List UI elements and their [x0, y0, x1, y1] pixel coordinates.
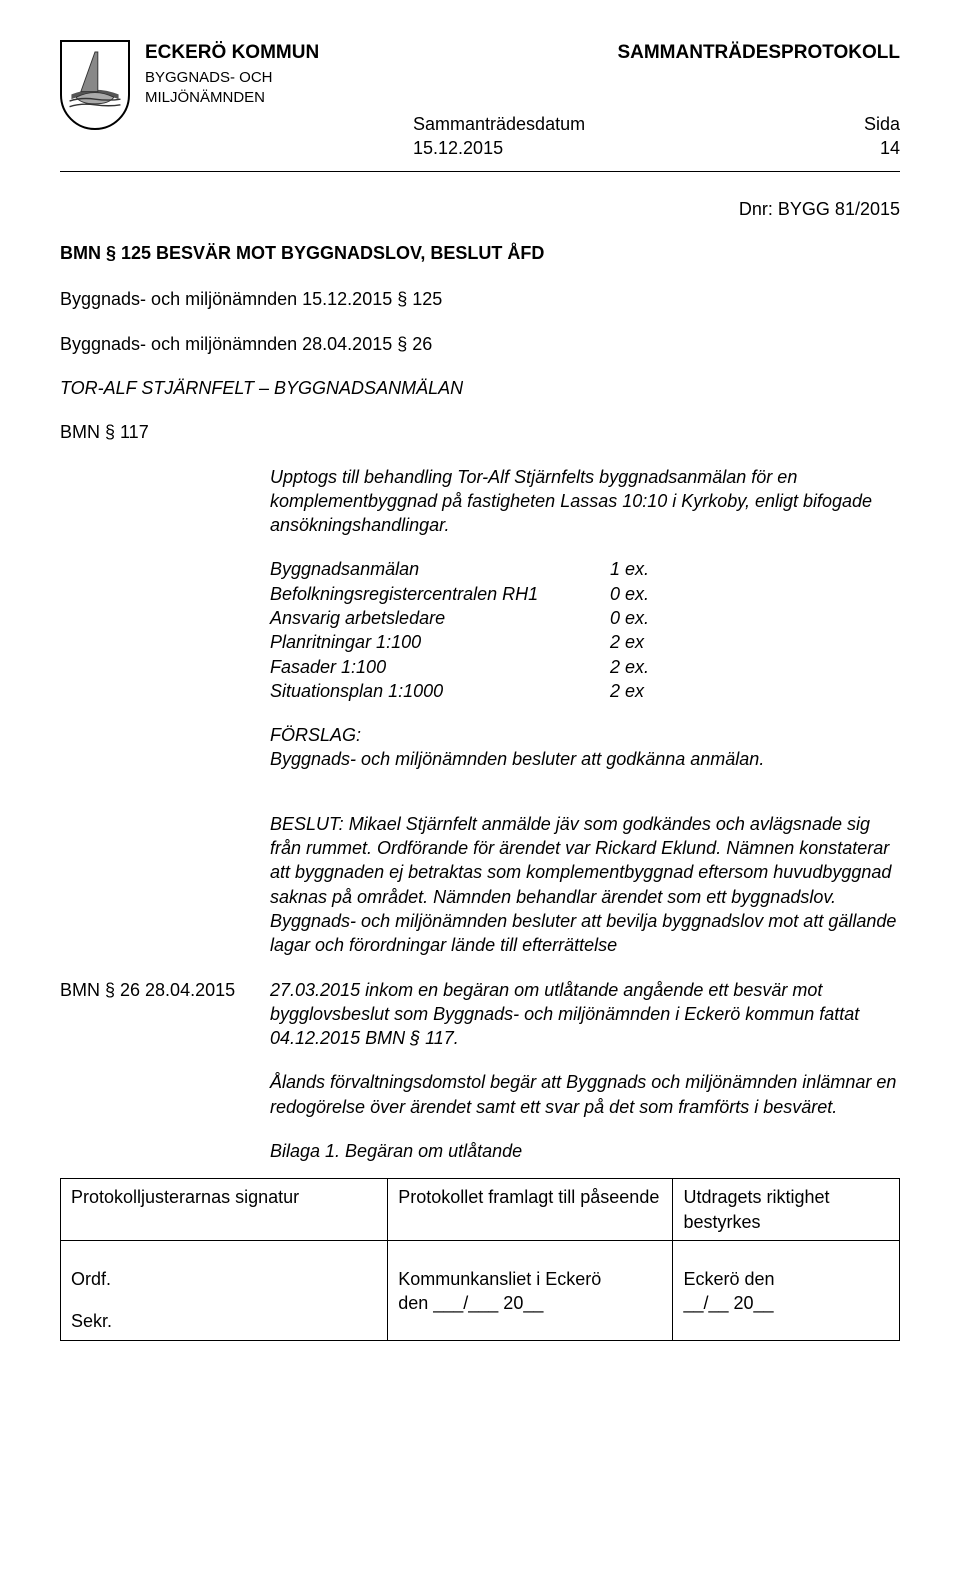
attachment-label: Befolkningsregistercentralen RH1 — [270, 582, 610, 606]
framlagt-label-cell: Protokollet framlagt till påseende — [388, 1179, 673, 1241]
attachments-list: Byggnadsanmälan 1 ex. Befolkningsregiste… — [270, 557, 900, 703]
attachment-row: Byggnadsanmälan 1 ex. — [270, 557, 900, 581]
den-line: den ___/___ 20__ — [398, 1291, 662, 1315]
decision-paragraph-2: Byggnads- och miljönämnden besluter att … — [270, 909, 900, 958]
attachment-value: 2 ex. — [610, 655, 649, 679]
attachment-row: Planritningar 1:100 2 ex — [270, 630, 900, 654]
footer-signature-table: Protokolljusterarnas signatur Protokolle… — [60, 1178, 900, 1340]
meeting-date: 15.12.2015 — [413, 136, 503, 160]
department-line1: BYGGNADS- OCH — [145, 68, 900, 88]
page-number: 14 — [880, 136, 900, 160]
attachment-label: Fasader 1:100 — [270, 655, 610, 679]
attachment-row: Befolkningsregistercentralen RH1 0 ex. — [270, 582, 900, 606]
kansli-text: Kommunkansliet i Eckerö — [398, 1267, 662, 1291]
attachment-value: 2 ex — [610, 679, 644, 703]
meeting-ref-1: Byggnads- och miljönämnden 15.12.2015 § … — [60, 287, 900, 311]
diary-number: Dnr: BYGG 81/2015 — [60, 197, 900, 221]
intro-paragraph: Upptogs till behandling Tor-Alf Stjärnfe… — [270, 465, 900, 538]
meeting-date-label: Sammanträdesdatum — [413, 112, 585, 136]
eckero-cell: Eckerö den __/__ 20__ — [673, 1240, 900, 1340]
proposal-text: Byggnads- och miljönämnden besluter att … — [270, 747, 900, 771]
attachment-value: 0 ex. — [610, 606, 649, 630]
ordf-label: Ordf. — [71, 1267, 377, 1291]
signature-cell: Ordf. Sekr. — [61, 1240, 388, 1340]
org-name: ECKERÖ KOMMUN — [145, 40, 319, 66]
utdrag-label-cell: Utdragets riktighet bestyrkes — [673, 1179, 900, 1241]
attachment-value: 2 ex — [610, 630, 644, 654]
attachment-value: 0 ex. — [610, 582, 649, 606]
section-title: BMN § 125 BESVÄR MOT BYGGNADSLOV, BESLUT… — [60, 241, 900, 265]
attachment-value: 1 ex. — [610, 557, 649, 581]
bmn-ref: BMN § 117 — [60, 420, 900, 444]
signature-label-cell: Protokolljusterarnas signatur — [61, 1179, 388, 1241]
side-label: Sida — [864, 112, 900, 136]
attachment-label: Situationsplan 1:1000 — [270, 679, 610, 703]
department-line2: MILJÖNÄMNDEN — [145, 88, 900, 108]
bilaga-line: Bilaga 1. Begäran om utlåtande — [270, 1139, 900, 1163]
attachment-label: Planritningar 1:100 — [270, 630, 610, 654]
attachment-row: Situationsplan 1:1000 2 ex — [270, 679, 900, 703]
decision-paragraph-1: BESLUT: Mikael Stjärnfelt anmälde jäv so… — [270, 812, 900, 909]
bmn26-label: BMN § 26 28.04.2015 — [60, 978, 270, 1164]
bmn26-para2: Ålands förvaltningsdomstol begär att Byg… — [270, 1070, 900, 1119]
meeting-ref-2: Byggnads- och miljönämnden 28.04.2015 § … — [60, 332, 900, 356]
proposal-block: FÖRSLAG: Byggnads- och miljönämnden besl… — [270, 723, 900, 772]
doc-type: SAMMANTRÄDESPROTOKOLL — [617, 40, 900, 66]
date-line: __/__ 20__ — [683, 1291, 889, 1315]
attachment-row: Ansvarig arbetsledare 0 ex. — [270, 606, 900, 630]
proposal-label: FÖRSLAG: — [270, 723, 900, 747]
attachment-row: Fasader 1:100 2 ex. — [270, 655, 900, 679]
attachment-label: Byggnadsanmälan — [270, 557, 610, 581]
sekr-label: Sekr. — [71, 1309, 377, 1333]
bmn26-para1: 27.03.2015 inkom en begäran om utlåtande… — [270, 978, 900, 1051]
attachment-label: Ansvarig arbetsledare — [270, 606, 610, 630]
applicant-line: TOR-ALF STJÄRNFELT – BYGGNADSANMÄLAN — [60, 376, 900, 400]
header-divider — [60, 171, 900, 172]
municipality-logo — [60, 40, 130, 130]
kansli-cell: Kommunkansliet i Eckerö den ___/___ 20__ — [388, 1240, 673, 1340]
eckero-den-text: Eckerö den — [683, 1267, 889, 1291]
